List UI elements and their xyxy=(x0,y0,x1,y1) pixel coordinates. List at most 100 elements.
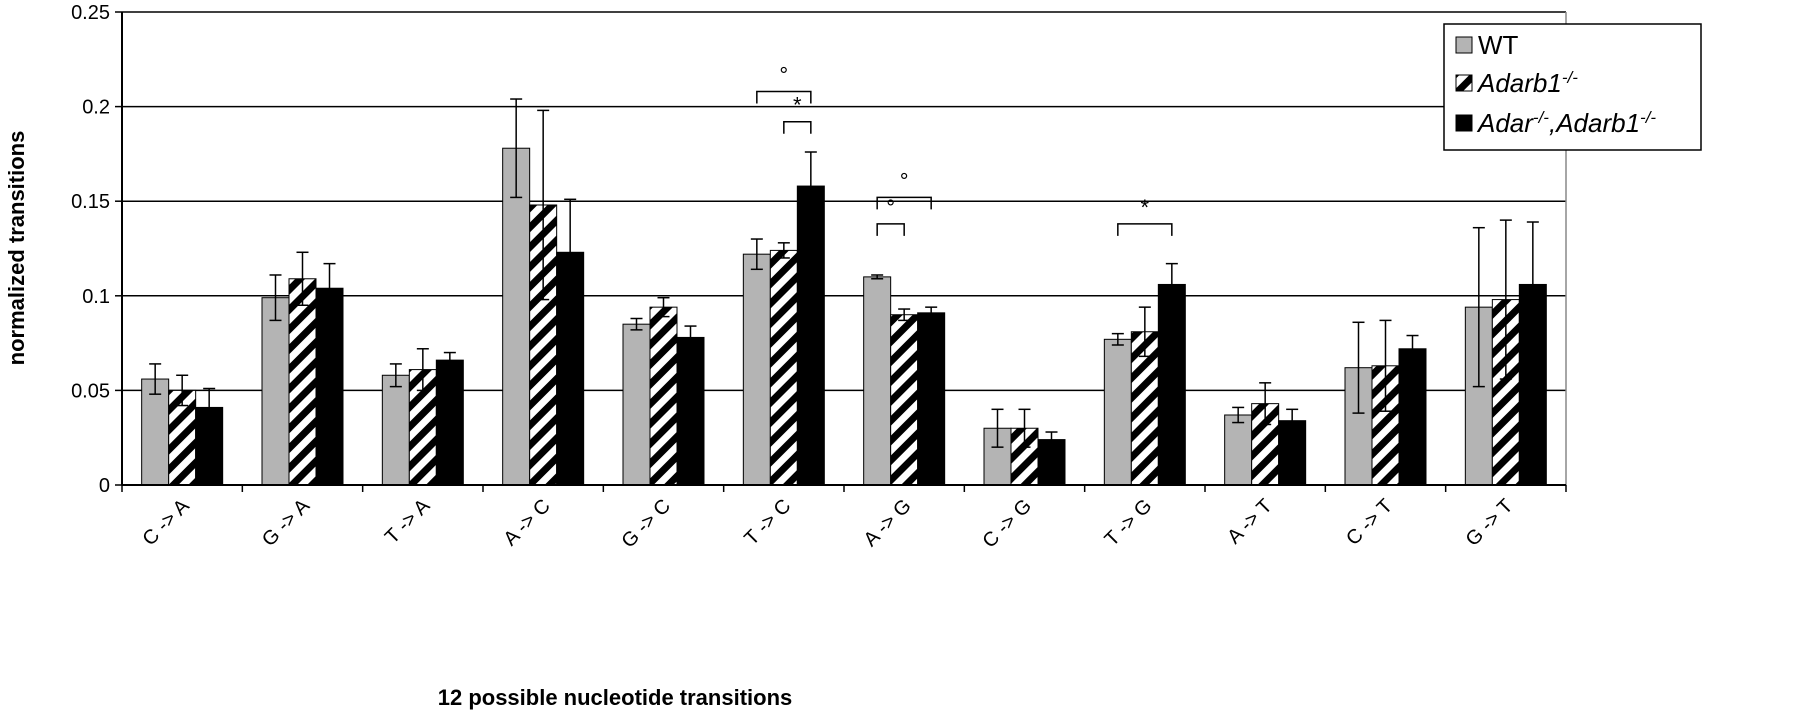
error-bar xyxy=(1111,332,1124,346)
bars xyxy=(141,147,1547,486)
y-tick-label: 0 xyxy=(99,475,110,497)
bar xyxy=(769,249,798,486)
significance-annotations: °*°° * xyxy=(756,62,1173,236)
legend-label: WT xyxy=(1478,30,1519,60)
error-bar xyxy=(323,262,336,314)
x-tick-label: T -> A xyxy=(381,495,435,549)
bar xyxy=(261,297,290,486)
bar xyxy=(381,374,410,486)
significance-bracket: * xyxy=(1117,195,1173,236)
error-bar xyxy=(898,308,911,322)
x-tick-label: T -> C xyxy=(740,495,795,550)
y-tick-label: 0.2 xyxy=(82,97,110,119)
bar xyxy=(676,336,705,486)
bar xyxy=(890,314,919,486)
significance-bracket: ° xyxy=(876,168,932,210)
error-bar xyxy=(1259,382,1272,426)
legend-swatch xyxy=(1455,36,1473,54)
x-tick-label: G -> A xyxy=(258,495,315,552)
y-tick-label: 0.05 xyxy=(71,380,110,402)
error-bar xyxy=(1406,334,1419,363)
bar xyxy=(435,359,464,486)
bar xyxy=(649,306,678,486)
bar xyxy=(1398,348,1427,486)
bar xyxy=(796,185,825,486)
error-bar xyxy=(269,274,282,322)
x-tick-label: G -> C xyxy=(617,495,675,553)
bar xyxy=(1103,338,1132,486)
significance-marker: ° xyxy=(886,195,895,220)
significance-marker: * xyxy=(1141,195,1150,220)
significance-bracket: ° xyxy=(876,195,905,236)
error-bar xyxy=(510,98,523,199)
error-bar xyxy=(657,296,670,318)
error-bar xyxy=(1352,321,1365,414)
error-bar xyxy=(1018,408,1031,448)
error-bar xyxy=(1379,319,1392,412)
error-bar xyxy=(203,387,216,428)
error-bar xyxy=(176,374,189,407)
error-bar xyxy=(149,363,162,395)
legend-box xyxy=(1443,23,1702,151)
error-bar xyxy=(1232,406,1245,424)
error-bar xyxy=(1045,431,1058,448)
bar xyxy=(502,147,531,486)
legend-label: Adar-/-,Adarb1-/- xyxy=(1476,108,1656,139)
error-bar xyxy=(750,238,763,271)
bar xyxy=(742,253,771,486)
error-bar xyxy=(1138,306,1151,358)
y-tick-label: 0.25 xyxy=(71,2,110,24)
significance-marker: ° xyxy=(779,62,788,87)
bracket-line xyxy=(1117,223,1173,236)
error-bar xyxy=(1526,221,1539,348)
bar xyxy=(622,323,651,486)
bar xyxy=(1224,414,1253,486)
error-bars xyxy=(149,98,1539,448)
error-bar xyxy=(804,151,817,221)
bracket-line xyxy=(876,196,932,210)
error-bar xyxy=(684,325,697,350)
bar xyxy=(863,276,892,486)
legend-item: WT xyxy=(1455,30,1519,60)
significance-bracket: * xyxy=(783,93,812,134)
y-tick-label: 0.15 xyxy=(71,191,110,213)
x-tick-label: A -> C xyxy=(499,495,554,550)
x-tick-label: C -> T xyxy=(1342,495,1397,550)
error-bar xyxy=(296,251,309,307)
x-tick-label: C -> G xyxy=(978,495,1036,553)
error-bar xyxy=(871,274,884,280)
error-bar xyxy=(777,242,790,259)
x-tick-label: A -> T xyxy=(1223,495,1276,548)
error-bar xyxy=(537,109,550,301)
legend-item: Adar-/-,Adarb1-/- xyxy=(1455,108,1656,139)
bracket-line xyxy=(876,223,905,236)
bar xyxy=(141,378,170,486)
legend-label: Adarb1-/- xyxy=(1476,68,1578,99)
x-tick-label: T -> G xyxy=(1101,495,1157,551)
error-bar xyxy=(1472,226,1485,388)
legend-swatch xyxy=(1455,74,1473,92)
x-tick-label: G -> T xyxy=(1462,495,1518,551)
legend: WT Adarb1-/- Adar-/-,Adarb1-/- xyxy=(1443,23,1702,151)
error-bar xyxy=(1165,262,1178,307)
legend-swatch xyxy=(1455,114,1473,132)
error-bar xyxy=(389,363,402,388)
error-bar xyxy=(443,351,456,369)
bar xyxy=(288,278,317,486)
gridlines xyxy=(122,11,1566,392)
bar xyxy=(315,287,344,486)
y-tick-label: 0.1 xyxy=(82,286,110,308)
x-tick-label: C -> A xyxy=(138,495,194,551)
significance-marker: ° xyxy=(900,168,909,193)
error-bar xyxy=(1499,219,1512,380)
error-bar xyxy=(564,198,577,307)
bar xyxy=(1157,283,1186,486)
bracket-line xyxy=(756,90,812,104)
significance-bracket: ° xyxy=(756,62,812,104)
legend-item: Adarb1-/- xyxy=(1455,68,1578,99)
error-bar xyxy=(925,306,938,320)
x-tick-label: A -> G xyxy=(860,495,916,551)
error-bar xyxy=(416,348,429,392)
